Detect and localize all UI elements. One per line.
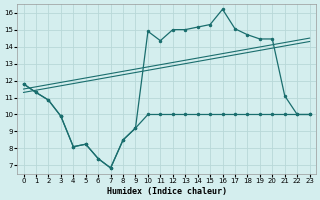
X-axis label: Humidex (Indice chaleur): Humidex (Indice chaleur) [107, 187, 227, 196]
